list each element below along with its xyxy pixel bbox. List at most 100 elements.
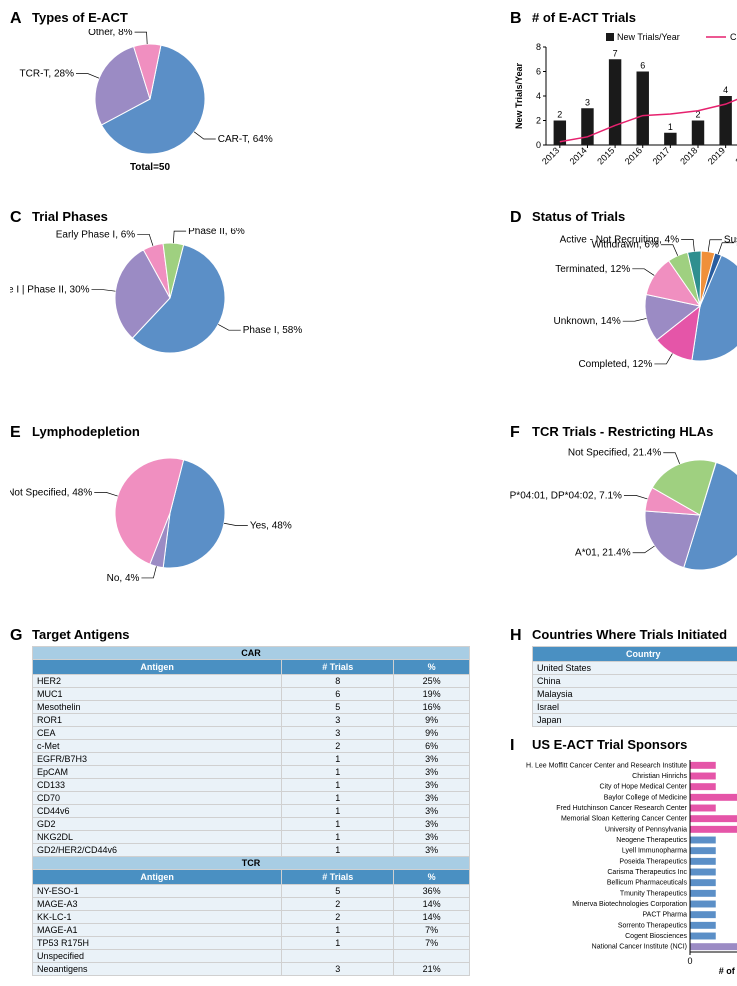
table-row: ROR139%	[33, 714, 470, 727]
svg-text:2013: 2013	[540, 145, 561, 166]
sponsor-label: Bellicum Pharmaceuticals	[607, 880, 688, 887]
panel-i: I US E-ACT Trial Sponsors H. Lee Moffitt C…	[510, 737, 737, 976]
leader-line	[633, 546, 655, 553]
sponsor-label: Memorial Sloan Kettering Cancer Center	[561, 816, 688, 823]
leader-line	[224, 523, 248, 525]
panel-label: A	[10, 10, 22, 28]
table-row: KK-LC-1214%	[33, 911, 470, 924]
pie-chart: CAR-T, 64%TCR-T, 28%Other, 8%Total=50	[10, 29, 450, 199]
table-row: Unspecified	[33, 950, 470, 963]
svg-text:New Trials/Year: New Trials/Year	[617, 32, 680, 42]
sponsor-label: Baylor College of Medicine	[604, 794, 687, 801]
pie-label: Other, 8%	[88, 29, 133, 38]
bar-value: 2	[557, 110, 562, 120]
svg-text:2017: 2017	[651, 145, 672, 166]
bar	[609, 59, 621, 145]
leader-line	[681, 239, 694, 251]
sponsor-label: Sorrento Therapeutics	[618, 922, 688, 929]
panel-title: US E-ACT Trial Sponsors	[532, 737, 737, 752]
pie-label: DP*04:01, DP*04:02, 7.1%	[510, 490, 622, 501]
bar-value: 1	[668, 122, 673, 132]
leader-line	[654, 354, 672, 364]
panel-a: ATypes of E-ACTCAR-T, 64%TCR-T, 28%Other…	[10, 10, 490, 199]
table-row: NKG2DL13%	[33, 831, 470, 844]
sponsor-label: Poseida Therapeutics	[619, 858, 687, 865]
pie-chart: Yes, 48%No, 4%Not Specified, 48%	[10, 443, 490, 613]
sponsor-bar	[690, 911, 716, 918]
svg-text:2015: 2015	[595, 145, 616, 166]
pie-label: Phase I | Phase II, 30%	[10, 285, 90, 296]
antigen-table: CARAntigen# Trials%HER2825%MUC1619%Mesot…	[32, 646, 470, 976]
sponsor-label: Tmunity Therapeutics	[620, 890, 688, 897]
leader-line	[137, 234, 153, 245]
panel-f: FTCR Trials - Restricting HLAsA*02, 50%A…	[510, 424, 737, 617]
leader-line	[194, 132, 216, 139]
panel-title: TCR Trials - Restricting HLAs	[532, 424, 737, 439]
panel-d: DStatus of TrialsRecruiting, 46%Complete…	[510, 209, 737, 414]
table-row: MUC1619%	[33, 688, 470, 701]
pie-chart: Phase I, 58%Phase I | Phase II, 30%Early…	[10, 228, 490, 398]
pie-label: A*01, 21.4%	[575, 548, 631, 559]
leader-line	[141, 566, 156, 578]
pie-label: CAR-T, 64%	[218, 134, 273, 145]
table-row: Mesothelin516%	[33, 701, 470, 714]
leader-line	[661, 245, 678, 256]
table-row: HER2825%	[33, 675, 470, 688]
panel-title: Status of Trials	[532, 209, 737, 224]
panel-title: Countries Where Trials Initiated	[532, 627, 737, 642]
svg-text:Cummulative #: Cummulative #	[730, 32, 737, 42]
table-row: MAGE-A117%	[33, 924, 470, 937]
panel-label: I	[510, 737, 514, 755]
panel-title: Trial Phases	[32, 209, 490, 224]
panel-label: H	[510, 627, 522, 645]
panel-label: E	[10, 424, 21, 442]
table-row: Neoantigens321%	[33, 963, 470, 976]
sponsor-label: Neogene Therapeutics	[616, 837, 687, 844]
sponsor-label: Fred Hutchinson Cancer Research Center	[556, 805, 687, 812]
sponsor-bar	[690, 890, 716, 897]
panel-label: G	[10, 627, 22, 645]
panel-h: H Countries Where Trials Initiated Country…	[510, 627, 737, 727]
table-row: GD213%	[33, 818, 470, 831]
table-row: GD2/HER2/CD44v613%	[33, 844, 470, 857]
sponsor-bar	[690, 805, 716, 812]
sponsor-bar	[690, 858, 716, 865]
sponsor-label: Minerva Biotechnologies Corporation	[572, 901, 687, 908]
svg-text:2020: 2020	[733, 145, 737, 166]
pie-label: Suspended, 4%	[724, 235, 737, 246]
pie-chart: Recruiting, 46%Completed, 12%Unknown, 14…	[510, 228, 737, 414]
bar-line-chart: 024680204060New Trials/YearCummulative #…	[510, 29, 737, 179]
svg-text:4: 4	[536, 91, 541, 101]
svg-text:New Trials/Year: New Trials/Year	[514, 62, 524, 129]
pie-label: Terminated, 12%	[555, 264, 630, 275]
svg-text:8: 8	[536, 42, 541, 52]
table-row: CD13313%	[33, 779, 470, 792]
panel-e: E Lymphodepletion Yes, 48%No, 4%Not Specif…	[10, 424, 490, 617]
leader-line	[663, 453, 679, 464]
sponsor-bar	[690, 922, 716, 929]
sponsor-bar	[690, 933, 716, 940]
table-row: Malaysia12%	[533, 688, 737, 701]
pie-label: Not Specified, 48%	[10, 487, 92, 498]
leader-line	[76, 74, 99, 79]
pie-label: Not Specified, 21.4%	[568, 448, 661, 459]
table-row: EGFR/B7H313%	[33, 753, 470, 766]
sponsor-label: University of Pennsylvania	[605, 826, 687, 833]
panel-title: # of E-ACT Trials	[532, 10, 737, 25]
panel-title: Lymphodepletion	[32, 424, 490, 439]
svg-text:2014: 2014	[568, 145, 589, 166]
sponsor-bar	[690, 837, 716, 844]
leader-line	[92, 290, 116, 291]
sponsor-bar	[690, 847, 716, 854]
sponsor-bar	[690, 879, 716, 886]
bar-value: 4	[723, 85, 728, 95]
sponsor-bar-chart: H. Lee Moffitt Cancer Center and Researc…	[510, 756, 737, 976]
table-row: TP53 R175H17%	[33, 937, 470, 950]
country-table: Country# Trials%United States2958%China1…	[532, 646, 737, 727]
leader-line	[173, 231, 186, 243]
bar	[664, 133, 676, 145]
bar	[692, 121, 704, 146]
bar	[637, 72, 649, 146]
panel-title: Types of E-ACT	[32, 10, 490, 25]
total-label: Total=50	[130, 162, 171, 173]
